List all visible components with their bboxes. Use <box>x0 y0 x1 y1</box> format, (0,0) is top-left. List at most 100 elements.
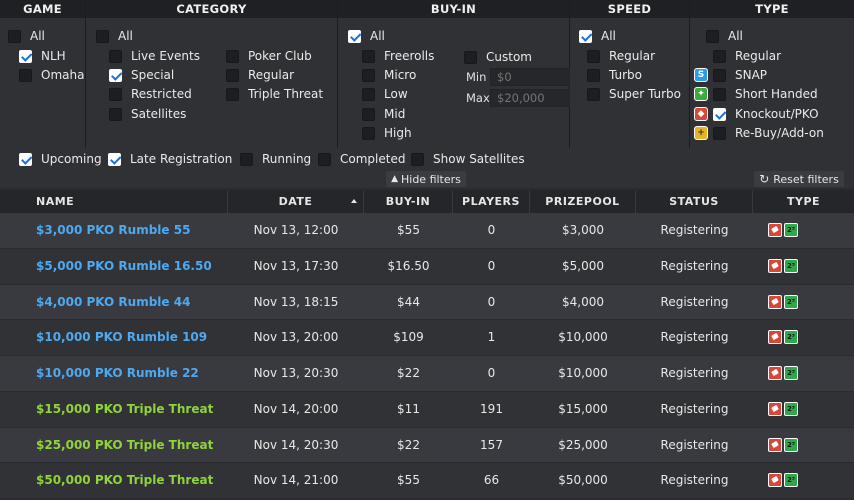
checkbox[interactable] <box>706 29 719 43</box>
table-row[interactable]: $3,000 PKO Rumble 55 Nov 13, 12:00 $55 0 $3,… <box>0 213 854 249</box>
game-option-nlh[interactable]: NLH <box>19 48 66 64</box>
checkbox[interactable] <box>362 68 375 82</box>
table-row[interactable]: $5,000 PKO Rumble 16.50 Nov 13, 17:30 $16.… <box>0 248 854 285</box>
checkbox[interactable] <box>587 68 600 82</box>
column-header-status[interactable]: STATUS <box>636 190 753 213</box>
option-upcoming[interactable]: Upcoming <box>19 151 102 167</box>
game-option-omaha[interactable]: Omaha <box>19 67 84 83</box>
speed-option-turbo[interactable]: Turbo <box>587 67 642 83</box>
type-option-all[interactable]: All <box>706 28 743 44</box>
category-option-satellites[interactable]: Satellites <box>109 106 186 122</box>
checkbox[interactable] <box>411 152 424 166</box>
reset-filters-button[interactable]: ↻ Reset filters <box>754 171 844 187</box>
buyin-option-mid[interactable]: Mid <box>362 106 405 122</box>
hide-filters-button[interactable]: ▲ Hide filters <box>386 171 466 187</box>
buyin-option-custom[interactable]: Custom <box>464 49 532 65</box>
option-completed[interactable]: Completed <box>318 151 405 167</box>
type-option-rebuy-addon[interactable]: Re-Buy/Add-on <box>713 125 824 141</box>
sort-ascending-icon <box>351 199 357 203</box>
checkbox[interactable] <box>713 126 726 140</box>
checkbox[interactable] <box>587 49 600 63</box>
category-option-regular[interactable]: Regular <box>226 67 294 83</box>
type-option-snap[interactable]: SNAP <box>713 67 767 83</box>
table-row[interactable]: $15,000 PKO Triple Threat 11 Nov 14, 20:0… <box>0 391 854 451</box>
game-option-all[interactable]: All <box>8 28 45 44</box>
knockout-icon <box>768 366 782 380</box>
checkbox[interactable] <box>464 50 477 64</box>
table-row[interactable]: $10,000 PKO Rumble 22 Nov 13, 20:30 $22 0 $1… <box>0 356 854 392</box>
checkbox[interactable] <box>348 29 361 43</box>
category-option-live-events[interactable]: Live Events <box>109 48 200 64</box>
buyin-option-micro[interactable]: Micro <box>362 67 416 83</box>
checkbox[interactable] <box>108 152 121 166</box>
checkbox[interactable] <box>240 152 253 166</box>
checkbox[interactable] <box>362 87 375 101</box>
checkbox[interactable] <box>579 29 592 43</box>
checkbox[interactable] <box>713 87 726 101</box>
checkbox[interactable] <box>362 126 375 140</box>
tournament-prizepool: $50,000 <box>558 473 608 488</box>
type-option-regular[interactable]: Regular <box>713 48 781 64</box>
option-running[interactable]: Running <box>240 151 311 167</box>
category-option-poker-club[interactable]: Poker Club <box>226 48 312 64</box>
tournament-name[interactable]: $15,000 PKO Triple Threat 11 <box>36 401 214 451</box>
category-option-all[interactable]: All <box>96 28 133 44</box>
column-header-buyin[interactable]: BUY-IN <box>364 190 453 213</box>
tournament-name[interactable]: $4,000 PKO Rumble 44 <box>36 294 191 309</box>
column-header-prizepool[interactable]: PRIZEPOOL <box>530 190 636 213</box>
knockout-icon <box>768 294 782 309</box>
checkbox[interactable] <box>109 107 122 121</box>
speed-option-super-turbo[interactable]: Super Turbo <box>587 86 681 102</box>
checkbox[interactable] <box>587 87 600 101</box>
table-row[interactable]: $10,000 PKO Rumble 109 Nov 13, 20:00 $109 1… <box>0 320 854 356</box>
checkbox[interactable] <box>713 49 726 63</box>
checkbox[interactable] <box>19 152 32 166</box>
tournament-name[interactable]: $3,000 PKO Rumble 55 <box>36 223 191 237</box>
table-row[interactable]: $25,000 PKO Triple Threat 22 Nov 14, 20:3… <box>0 427 854 487</box>
column-header-date[interactable]: DATE <box>228 190 364 213</box>
column-header-players[interactable]: PLAYERS <box>453 190 530 213</box>
checkbox[interactable] <box>109 68 122 82</box>
column-header-name[interactable]: NAME <box>0 190 228 213</box>
speed-option-regular[interactable]: Regular <box>587 48 655 64</box>
min-buyin-input[interactable] <box>490 68 578 86</box>
buyin-option-freerolls[interactable]: Freerolls <box>362 48 434 64</box>
tournament-name[interactable]: $25,000 PKO Triple Threat 22 <box>36 437 214 487</box>
checkbox[interactable] <box>109 87 122 101</box>
tournament-prizepool: $4,000 <box>562 294 604 309</box>
checkbox[interactable] <box>318 152 331 166</box>
category-option-restricted[interactable]: Restricted <box>109 86 192 102</box>
checkbox[interactable] <box>19 49 32 63</box>
table-row[interactable]: $50,000 PKO Triple Threat 55 Nov 14, 21:0… <box>0 463 854 499</box>
tournament-date: Nov 13, 12:00 <box>253 223 339 237</box>
buyin-option-all[interactable]: All <box>348 28 385 44</box>
max-buyin-input[interactable] <box>490 89 578 107</box>
speed-option-all[interactable]: All <box>579 28 616 44</box>
checkbox[interactable] <box>226 49 239 63</box>
checkbox[interactable] <box>109 49 122 63</box>
knockout-icon <box>768 473 782 488</box>
checkbox[interactable] <box>226 87 239 101</box>
checkbox[interactable] <box>8 29 21 43</box>
column-header-type[interactable]: TYPE <box>786 195 821 208</box>
checkbox[interactable] <box>362 107 375 121</box>
tournament-name[interactable]: $50,000 PKO Triple Threat 55 <box>36 473 214 488</box>
option-show-satellites[interactable]: Show Satellites <box>411 151 525 167</box>
type-option-short-handed[interactable]: Short Handed <box>713 86 818 102</box>
buyin-option-high[interactable]: High <box>362 125 412 141</box>
category-option-triple-threat[interactable]: Triple Threat <box>226 86 323 102</box>
tournament-name[interactable]: $5,000 PKO Rumble 16.50 <box>36 258 212 273</box>
checkbox[interactable] <box>19 68 32 82</box>
tournament-name[interactable]: $10,000 PKO Rumble 22 <box>36 366 199 380</box>
checkbox[interactable] <box>713 68 726 82</box>
type-option-knockout-pko[interactable]: Knockout/PKO <box>713 106 819 122</box>
option-late-registration[interactable]: Late Registration <box>108 151 232 167</box>
tournament-name[interactable]: $10,000 PKO Rumble 109 <box>36 330 208 345</box>
table-row[interactable]: $4,000 PKO Rumble 44 Nov 13, 18:15 $44 0 $4,… <box>0 284 854 321</box>
checkbox[interactable] <box>362 49 375 63</box>
checkbox[interactable] <box>96 29 109 43</box>
buyin-option-low[interactable]: Low <box>362 86 408 102</box>
checkbox[interactable] <box>226 68 239 82</box>
checkbox[interactable] <box>713 107 726 121</box>
category-option-special[interactable]: Special <box>109 67 174 83</box>
